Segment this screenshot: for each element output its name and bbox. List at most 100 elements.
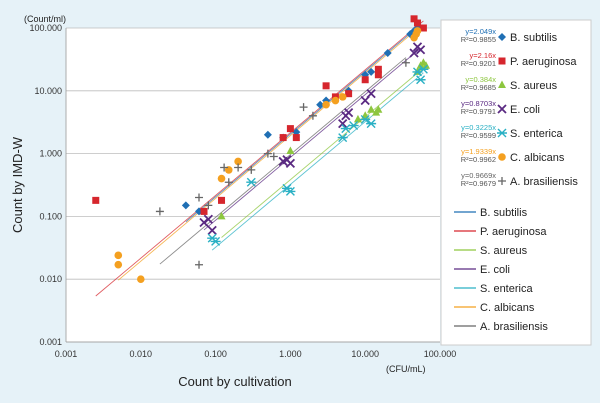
- legend-series-label: S. aureus: [510, 80, 558, 92]
- trendline-s-enterica: [211, 72, 424, 251]
- data-point: [279, 134, 287, 142]
- data-point: [415, 75, 426, 85]
- data-point: [409, 48, 419, 58]
- legend-trendline-label: B. subtilis: [480, 207, 528, 219]
- y-tick-label: 1.000: [39, 149, 62, 159]
- data-point: [308, 111, 317, 120]
- y-tick-label: 100.000: [29, 23, 62, 33]
- legend-equation: y=0.3225x: [461, 123, 496, 132]
- data-point: [345, 90, 353, 98]
- data-point: [204, 201, 213, 210]
- legend-equation: y=2.049x: [465, 27, 496, 36]
- legend-r-squared: R²=0.9679: [461, 179, 496, 188]
- legend-equation: y=1.9339x: [461, 147, 496, 156]
- legend-trendline-label: A. brasiliensis: [480, 321, 548, 333]
- legend-equation: y=0.8703x: [461, 99, 496, 108]
- data-point: [247, 165, 256, 174]
- legend-box: [440, 19, 592, 346]
- data-point: [207, 225, 217, 235]
- legend-marker: [498, 80, 506, 88]
- data-point: [217, 211, 226, 220]
- legend-trendline-label: C. albicans: [480, 302, 535, 314]
- data-point: [366, 89, 376, 99]
- data-point: [285, 186, 296, 196]
- y-tick-label: 0.010: [39, 274, 62, 284]
- trendline-p-aeruginosa: [95, 20, 424, 297]
- data-point: [195, 260, 204, 269]
- legend-marker: [498, 33, 506, 41]
- data-point: [200, 207, 208, 215]
- data-point: [337, 133, 348, 143]
- data-point: [367, 67, 376, 76]
- data-point: [353, 114, 362, 123]
- data-point: [203, 214, 213, 224]
- data-point: [419, 24, 427, 32]
- data-point: [269, 152, 278, 161]
- x-tick-label: 0.001: [55, 349, 78, 359]
- data-point: [217, 174, 226, 183]
- data-point: [137, 275, 145, 284]
- legend-equation: y=0.384x: [465, 75, 496, 84]
- data-point: [415, 45, 426, 55]
- data-point: [218, 196, 226, 204]
- legend-series-label: E. coli: [510, 104, 540, 116]
- data-point: [413, 19, 421, 27]
- legend-marker: [498, 153, 506, 161]
- data-point: [195, 193, 204, 202]
- legend-marker: [497, 104, 507, 114]
- data-point: [331, 96, 340, 105]
- data-point: [418, 64, 429, 74]
- legend-series-label: S. enterica: [510, 128, 563, 140]
- legend-r-squared: R²=0.9201: [461, 59, 496, 68]
- plot-area: [66, 28, 440, 342]
- legend-marker: [498, 57, 506, 65]
- data-point: [292, 134, 300, 142]
- data-point: [286, 146, 295, 155]
- data-point: [322, 100, 330, 109]
- data-point: [361, 76, 369, 84]
- data-point: [360, 114, 371, 124]
- legend-series-label: A. brasiliensis: [510, 176, 578, 188]
- legend-equation: y=2.16x: [470, 51, 497, 60]
- legend-series-label: P. aeruginosa: [510, 56, 577, 68]
- legend-marker: [498, 177, 506, 185]
- data-point: [155, 207, 164, 216]
- x-tick-label: 1.000: [279, 349, 302, 359]
- data-point: [286, 125, 294, 133]
- y-tick-label: 10.000: [34, 86, 62, 96]
- data-point: [413, 27, 422, 35]
- data-point: [383, 48, 392, 57]
- legend-series-label: C. albicans: [510, 152, 565, 164]
- data-point: [422, 61, 431, 69]
- y-tick-label: 0.100: [39, 211, 62, 221]
- x-tick-label: 0.010: [130, 349, 153, 359]
- data-point: [210, 236, 221, 246]
- legend-r-squared: R²=0.9599: [461, 131, 496, 140]
- data-point: [114, 251, 123, 260]
- legend-series-label: B. subtilis: [510, 32, 558, 44]
- data-point: [285, 158, 296, 168]
- data-point: [374, 65, 382, 73]
- trendline-e-coli: [203, 47, 421, 231]
- data-point: [367, 105, 376, 113]
- tick-labels: 0.001 0.010 0.100 1.000 10.000 100.000 0.001 0.…: [29, 23, 456, 359]
- legend-trendline-label: E. coli: [480, 264, 510, 276]
- data-point: [92, 196, 100, 204]
- data-point: [224, 178, 233, 187]
- x-tick-label: 100.000: [424, 349, 457, 359]
- trendline-b-subtilis: [185, 26, 418, 223]
- data-point: [374, 71, 382, 79]
- data-point: [246, 177, 257, 187]
- data-point: [401, 58, 410, 67]
- data-point: [338, 119, 348, 129]
- data-point: [299, 103, 308, 112]
- y-axis-title: Count by IMD-W: [10, 136, 25, 233]
- data-point: [343, 107, 354, 118]
- data-point: [234, 157, 242, 166]
- trendline-s-aureus: [221, 65, 427, 238]
- legend-r-squared: R²=0.9962: [461, 155, 496, 164]
- data-point: [263, 130, 272, 139]
